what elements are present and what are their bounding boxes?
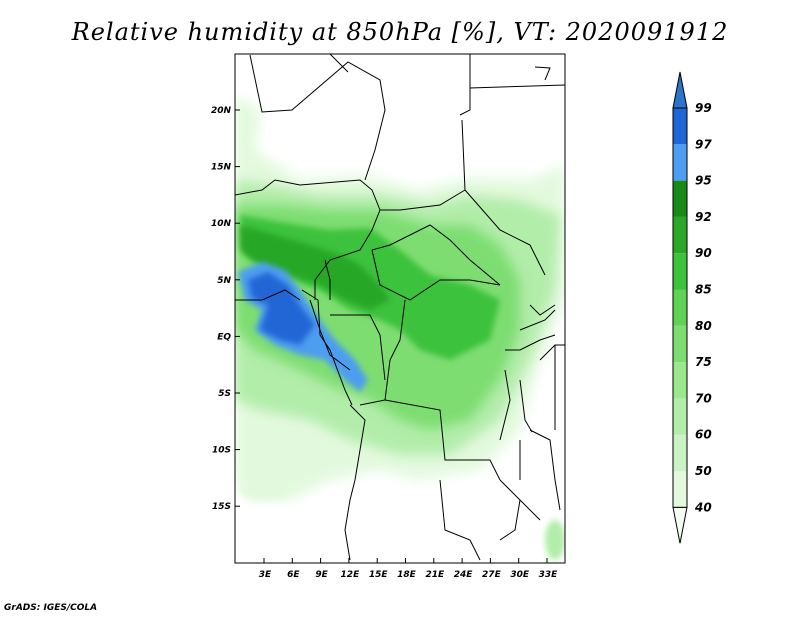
colorbar-bin bbox=[673, 108, 687, 145]
lon-tick-label: 9E bbox=[315, 570, 328, 580]
colorbar-bin bbox=[673, 325, 687, 363]
lon-tick-label: 3E bbox=[259, 570, 272, 580]
lat-tick-label: 10S bbox=[212, 446, 231, 456]
map-title: Relative humidity at 850hPa [%], VT: 202… bbox=[71, 18, 729, 46]
colorbar-frame bbox=[672, 107, 688, 508]
colorbar-label: 90 bbox=[695, 246, 712, 260]
lon-tick-label: 33E bbox=[539, 570, 559, 580]
colorbar-bin bbox=[673, 180, 687, 217]
lat-tick-label: 5N bbox=[217, 276, 231, 286]
colorbar-label: 60 bbox=[695, 428, 712, 442]
lon-tick-label: 15E bbox=[369, 570, 389, 580]
lon-tick-label: 18E bbox=[397, 570, 417, 580]
colorbar-label: 95 bbox=[695, 174, 712, 188]
lon-tick-label: 6E bbox=[287, 570, 300, 580]
lat-tick-label: EQ bbox=[217, 332, 231, 342]
colorbar-label: 40 bbox=[694, 500, 712, 514]
colorbar-bin bbox=[673, 144, 687, 181]
lat-tick-label: 5S bbox=[218, 389, 231, 399]
humidity-patch bbox=[240, 480, 290, 500]
lon-tick-label: 24E bbox=[454, 570, 474, 580]
colorbar-label: 97 bbox=[695, 137, 712, 151]
colorbar-label: 75 bbox=[695, 355, 712, 369]
colorbar-label: 50 bbox=[695, 464, 712, 478]
lon-tick-label: 12E bbox=[341, 570, 361, 580]
colorbar-label: 85 bbox=[695, 283, 712, 297]
lat-tick-label: 15N bbox=[211, 163, 232, 173]
political-borders bbox=[235, 54, 565, 561]
longitude-axis: 3E 6E 9E 12E 15E 18E 21E 24E 27E 30E 33E bbox=[259, 558, 558, 580]
colorbar-bin bbox=[673, 434, 687, 471]
humidity-region-92 bbox=[240, 225, 390, 310]
colorbar-bin bbox=[672, 71, 688, 109]
lon-tick-label: 21E bbox=[425, 570, 445, 580]
lon-tick-label: 30E bbox=[510, 570, 530, 580]
colorbar-bin bbox=[672, 506, 688, 544]
colorbar-label: 70 bbox=[695, 391, 712, 405]
latitude-axis: 20N 15N 10N 5N EQ 5S 10S 15S bbox=[211, 106, 240, 512]
colorbar-bin bbox=[673, 289, 687, 326]
colorbar-label: 80 bbox=[695, 319, 712, 333]
colorbar-bin bbox=[673, 398, 687, 435]
colorbar-label: 92 bbox=[695, 210, 712, 224]
lat-tick-label: 20N bbox=[211, 106, 232, 116]
humidity-field bbox=[235, 54, 565, 563]
lat-tick-label: 10N bbox=[211, 219, 232, 229]
lat-tick-label: 15S bbox=[212, 502, 231, 512]
map-frame bbox=[234, 53, 566, 564]
colorbar-label: 99 bbox=[695, 101, 712, 115]
colorbar-bin bbox=[673, 216, 687, 254]
lon-tick-label: 27E bbox=[482, 570, 502, 580]
colorbar-bin bbox=[673, 471, 687, 508]
credit-label: GrADS: IGES/COLA bbox=[4, 603, 98, 613]
colorbar-bin bbox=[673, 253, 687, 290]
humidity-patch bbox=[545, 520, 565, 560]
humidity-region-99 bbox=[248, 272, 315, 345]
colorbar: 40 50 60 70 75 80 85 90 92 95 97 99 bbox=[672, 71, 712, 544]
colorbar-bin bbox=[673, 362, 687, 399]
